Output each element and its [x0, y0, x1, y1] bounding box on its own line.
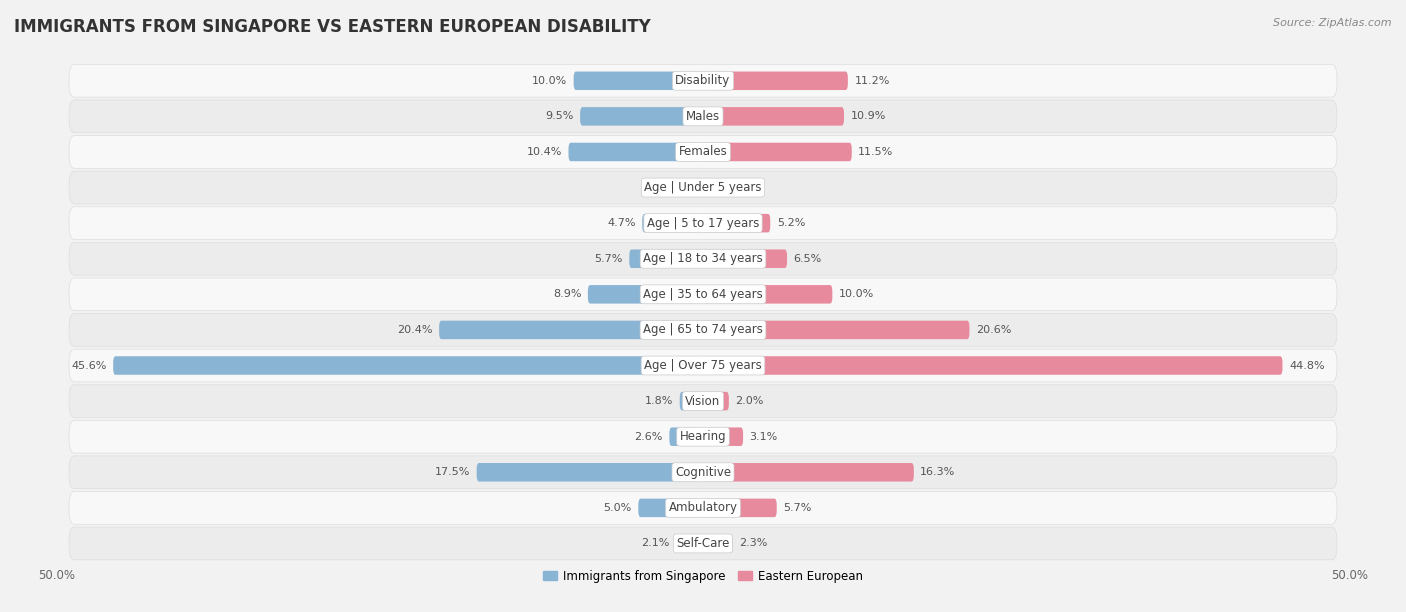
Text: 10.4%: 10.4% — [527, 147, 562, 157]
FancyBboxPatch shape — [69, 207, 1337, 239]
FancyBboxPatch shape — [669, 427, 703, 446]
FancyBboxPatch shape — [439, 321, 703, 339]
Text: Age | 35 to 64 years: Age | 35 to 64 years — [643, 288, 763, 301]
FancyBboxPatch shape — [69, 527, 1337, 560]
Text: 44.8%: 44.8% — [1289, 360, 1324, 370]
Text: 11.2%: 11.2% — [855, 76, 890, 86]
FancyBboxPatch shape — [69, 491, 1337, 524]
Text: 3.1%: 3.1% — [749, 431, 778, 442]
Text: Ambulatory: Ambulatory — [668, 501, 738, 514]
FancyBboxPatch shape — [703, 392, 728, 411]
Text: 5.7%: 5.7% — [783, 503, 811, 513]
Legend: Immigrants from Singapore, Eastern European: Immigrants from Singapore, Eastern Europ… — [538, 565, 868, 588]
Text: Age | Over 75 years: Age | Over 75 years — [644, 359, 762, 372]
Text: 5.2%: 5.2% — [776, 218, 806, 228]
Text: 10.0%: 10.0% — [531, 76, 567, 86]
Text: 17.5%: 17.5% — [434, 468, 470, 477]
FancyBboxPatch shape — [703, 107, 844, 125]
Text: Age | Under 5 years: Age | Under 5 years — [644, 181, 762, 194]
FancyBboxPatch shape — [703, 178, 721, 197]
Text: 2.6%: 2.6% — [634, 431, 662, 442]
Text: 11.5%: 11.5% — [858, 147, 893, 157]
FancyBboxPatch shape — [643, 214, 703, 233]
FancyBboxPatch shape — [703, 321, 970, 339]
Text: 8.9%: 8.9% — [553, 289, 582, 299]
FancyBboxPatch shape — [69, 100, 1337, 133]
FancyBboxPatch shape — [69, 136, 1337, 168]
FancyBboxPatch shape — [638, 499, 703, 517]
FancyBboxPatch shape — [630, 250, 703, 268]
Text: Cognitive: Cognitive — [675, 466, 731, 479]
FancyBboxPatch shape — [703, 285, 832, 304]
FancyBboxPatch shape — [703, 250, 787, 268]
Text: 5.7%: 5.7% — [595, 254, 623, 264]
Text: Age | 5 to 17 years: Age | 5 to 17 years — [647, 217, 759, 230]
FancyBboxPatch shape — [703, 534, 733, 553]
Text: Source: ZipAtlas.com: Source: ZipAtlas.com — [1274, 18, 1392, 28]
FancyBboxPatch shape — [703, 214, 770, 233]
FancyBboxPatch shape — [69, 313, 1337, 346]
FancyBboxPatch shape — [703, 427, 744, 446]
FancyBboxPatch shape — [568, 143, 703, 161]
Text: 9.5%: 9.5% — [546, 111, 574, 121]
FancyBboxPatch shape — [69, 420, 1337, 453]
Text: Males: Males — [686, 110, 720, 123]
FancyBboxPatch shape — [69, 242, 1337, 275]
Text: 10.0%: 10.0% — [839, 289, 875, 299]
Text: 45.6%: 45.6% — [72, 360, 107, 370]
Text: 2.3%: 2.3% — [740, 539, 768, 548]
Text: IMMIGRANTS FROM SINGAPORE VS EASTERN EUROPEAN DISABILITY: IMMIGRANTS FROM SINGAPORE VS EASTERN EUR… — [14, 18, 651, 36]
Text: 1.1%: 1.1% — [654, 182, 682, 193]
Text: Hearing: Hearing — [679, 430, 727, 443]
Text: Age | 18 to 34 years: Age | 18 to 34 years — [643, 252, 763, 265]
Text: Vision: Vision — [685, 395, 721, 408]
FancyBboxPatch shape — [703, 499, 776, 517]
Text: Disability: Disability — [675, 74, 731, 88]
FancyBboxPatch shape — [581, 107, 703, 125]
Text: Females: Females — [679, 146, 727, 159]
Text: Self-Care: Self-Care — [676, 537, 730, 550]
Text: 20.4%: 20.4% — [396, 325, 433, 335]
FancyBboxPatch shape — [112, 356, 703, 375]
FancyBboxPatch shape — [679, 392, 703, 411]
Text: 1.4%: 1.4% — [727, 182, 756, 193]
Text: 10.9%: 10.9% — [851, 111, 886, 121]
FancyBboxPatch shape — [703, 143, 852, 161]
Text: 16.3%: 16.3% — [921, 468, 956, 477]
FancyBboxPatch shape — [477, 463, 703, 482]
FancyBboxPatch shape — [69, 385, 1337, 417]
Text: 4.7%: 4.7% — [607, 218, 636, 228]
FancyBboxPatch shape — [69, 349, 1337, 382]
Text: 20.6%: 20.6% — [976, 325, 1011, 335]
Text: 6.5%: 6.5% — [793, 254, 821, 264]
FancyBboxPatch shape — [69, 171, 1337, 204]
FancyBboxPatch shape — [689, 178, 703, 197]
Text: 2.1%: 2.1% — [641, 539, 669, 548]
FancyBboxPatch shape — [69, 64, 1337, 97]
FancyBboxPatch shape — [703, 463, 914, 482]
FancyBboxPatch shape — [574, 72, 703, 90]
FancyBboxPatch shape — [69, 456, 1337, 488]
Text: Age | 65 to 74 years: Age | 65 to 74 years — [643, 323, 763, 337]
FancyBboxPatch shape — [588, 285, 703, 304]
FancyBboxPatch shape — [676, 534, 703, 553]
Text: 1.8%: 1.8% — [645, 396, 673, 406]
FancyBboxPatch shape — [703, 72, 848, 90]
Text: 2.0%: 2.0% — [735, 396, 763, 406]
FancyBboxPatch shape — [69, 278, 1337, 311]
Text: 5.0%: 5.0% — [603, 503, 631, 513]
FancyBboxPatch shape — [703, 356, 1282, 375]
